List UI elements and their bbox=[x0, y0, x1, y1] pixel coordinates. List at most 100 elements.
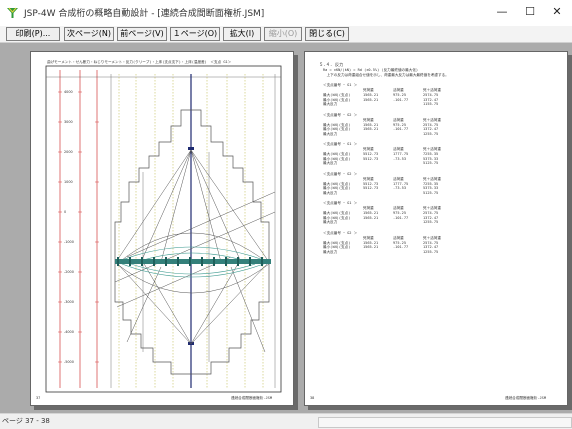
left-page-number: 37 bbox=[36, 396, 41, 400]
reaction-row: 最大(kN)(支点) 1565.21 975.25 2574.75 bbox=[323, 123, 523, 128]
column-header-cell: 活荷重 bbox=[393, 147, 404, 151]
reaction-value: -101.77 bbox=[393, 97, 409, 102]
reaction-value: 1565.21 bbox=[363, 122, 379, 127]
preview-toolbar: 印刷(P)... 次ページ(N) 前ページ(V) １ページ(O) 拡大(I) 縮… bbox=[0, 26, 572, 43]
reaction-row-label: 最大反力 bbox=[323, 102, 338, 106]
reaction-row-label: 最大(kN)(支点) bbox=[323, 181, 351, 186]
maximize-button[interactable]: ☐ bbox=[525, 5, 535, 18]
reaction-value: 1777.75 bbox=[393, 181, 409, 186]
reaction-row-label: 最大(kN)(支点) bbox=[323, 93, 351, 97]
reaction-row: 最大(kN)(支点) 1565.21 975.25 2574.75 bbox=[323, 241, 523, 246]
reaction-row-label: 最小(kN)(支点) bbox=[323, 215, 351, 220]
reaction-value: 1255.75 bbox=[423, 249, 439, 254]
reaction-value: -101.77 bbox=[393, 215, 409, 220]
reaction-row-label: 最大反力 bbox=[323, 190, 338, 195]
reaction-group-title: ＜支点番号 ｰ G2 ＞ bbox=[323, 171, 358, 176]
reaction-value: 1565.21 bbox=[363, 127, 379, 131]
reaction-value: 5375.33 bbox=[423, 156, 439, 161]
reaction-row-label: 最大(kN)(支点) bbox=[323, 152, 351, 156]
reaction-value: 5512.73 bbox=[363, 181, 379, 186]
reaction-group-title: ＜支点番号 ｰ G2 ＞ bbox=[323, 230, 358, 235]
column-header-cell: 活荷重 bbox=[393, 88, 404, 92]
reaction-value: 1155.75 bbox=[423, 102, 439, 106]
reaction-row-label: 最小(kN)(支点) bbox=[323, 245, 351, 249]
reaction-value: 975.25 bbox=[393, 122, 406, 127]
column-header-cell: 死＋活荷重 bbox=[423, 235, 441, 240]
intro-line-2: 上下の反力は荷重組合せ値を示し、荷重最大反力は最大最終値を考慮する。 bbox=[323, 73, 449, 77]
reaction-row: 最小(kN)(支点) 5512.73 -73.53 5375.33 bbox=[323, 157, 523, 162]
scale-label: -1000 bbox=[64, 240, 74, 244]
reaction-value: 1372.47 bbox=[423, 245, 439, 249]
close-preview-button[interactable]: 閉じる(C) bbox=[305, 27, 349, 41]
reaction-value: 2574.75 bbox=[423, 240, 439, 245]
scale-label: 3000 bbox=[64, 120, 73, 124]
reaction-row-label: 最大(kN)(支点) bbox=[323, 122, 351, 127]
reaction-row: 最大反力 1255.75 bbox=[323, 132, 523, 137]
prev-page-button[interactable]: 前ページ(V) bbox=[117, 27, 167, 41]
reaction-row: 最大反力 5125.75 bbox=[323, 191, 523, 196]
scale-label: -3000 bbox=[64, 300, 74, 304]
column-header-cell: 活荷重 bbox=[393, 176, 404, 181]
scale-label: -4000 bbox=[64, 330, 74, 334]
scale-label: 2000 bbox=[64, 150, 73, 154]
reaction-value: 5125.75 bbox=[423, 161, 439, 165]
next-page-button[interactable]: 次ページ(N) bbox=[64, 27, 114, 41]
reaction-row-label: 最大(kN)(支点) bbox=[323, 211, 351, 215]
reaction-value: -101.77 bbox=[393, 245, 409, 249]
reaction-row: 最大反力 1155.75 bbox=[323, 102, 523, 107]
status-field bbox=[318, 417, 572, 428]
reaction-row-label: 最小(kN)(支点) bbox=[323, 186, 351, 190]
scale-label: 0 bbox=[64, 210, 66, 214]
section-title: ５.４. 反力 bbox=[319, 62, 344, 67]
reaction-row: 最大(kN)(支点) 1565.21 975.25 2574.75 bbox=[323, 93, 523, 98]
left-page-footer: 連続合成間断面権析.JSM bbox=[231, 396, 272, 400]
window-title: JSP-4W 合成桁の概略自動設計 - [連続合成間断面権析.JSM] bbox=[24, 9, 265, 19]
column-header-cell: 死荷重 bbox=[363, 88, 374, 92]
reaction-value: 1372.47 bbox=[423, 127, 439, 131]
reaction-value: 1255.75 bbox=[423, 220, 439, 224]
zoom-in-button[interactable]: 拡大(I) bbox=[223, 27, 261, 41]
column-header-cell: 死＋活荷重 bbox=[423, 147, 441, 151]
reaction-row-label: 最大反力 bbox=[323, 249, 338, 254]
reaction-value: 5512.73 bbox=[363, 152, 379, 156]
column-header-cell: 死荷重 bbox=[363, 117, 374, 122]
reaction-row-label: 最大反力 bbox=[323, 161, 338, 165]
minimize-button[interactable]: — bbox=[496, 5, 508, 18]
intro-line-1: Ra = ±KN/(kN) = Rd (±0.5%) (反力最終値の最大化) bbox=[323, 68, 419, 72]
scale-label: -2000 bbox=[64, 270, 74, 274]
print-preview-area[interactable]: 曲げモーメント・せん断力・ねじりモーメント・反力(クリープ)・上床(支点沈下)・… bbox=[0, 43, 572, 413]
left-page: 曲げモーメント・せん断力・ねじりモーメント・反力(クリープ)・上床(支点沈下)・… bbox=[30, 51, 294, 406]
reaction-value: 7255.35 bbox=[423, 181, 439, 186]
reaction-row: 最大反力 1255.75 bbox=[323, 250, 523, 255]
print-button[interactable]: 印刷(P)... bbox=[6, 27, 60, 41]
reaction-value: 1372.47 bbox=[423, 215, 439, 220]
close-window-button[interactable]: ✕ bbox=[552, 5, 562, 18]
one-page-button[interactable]: １ページ(O) bbox=[170, 27, 220, 41]
column-header-cell: 死＋活荷重 bbox=[423, 117, 441, 122]
section-force-diagram: 4000 3000 2000 1000 0 -1000 -2000 -3000 -4000 -50… bbox=[45, 65, 282, 393]
reaction-group-title: ＜支点番号 ｰ G1 ＞ bbox=[323, 83, 358, 87]
reaction-value: 7255.35 bbox=[423, 152, 439, 156]
reaction-row-label: 最大反力 bbox=[323, 220, 338, 224]
status-bar: ページ 37 - 38 bbox=[0, 413, 572, 429]
reaction-row: 最大(kN)(支点) 1565.21 975.25 2574.75 bbox=[323, 211, 523, 216]
right-page: ５.４. 反力 Ra = ±KN/(kN) = Rd (±0.5%) (反力最終… bbox=[304, 51, 568, 406]
zoom-out-button[interactable]: 縮小(O) bbox=[264, 27, 302, 41]
reaction-value: 5125.75 bbox=[423, 190, 439, 195]
reaction-row: 最大(kN)(支点) 5512.73 1777.75 7255.35 bbox=[323, 182, 523, 187]
reaction-value: 5512.73 bbox=[363, 186, 379, 190]
column-header-cell: 死＋活荷重 bbox=[423, 176, 441, 181]
reaction-value: 1565.21 bbox=[363, 97, 379, 102]
reaction-row-label: 最大反力 bbox=[323, 131, 338, 136]
column-header-cell: 活荷重 bbox=[393, 117, 404, 122]
reaction-value: 5375.33 bbox=[423, 186, 439, 190]
reaction-row-label: 最小(kN)(支点) bbox=[323, 156, 351, 161]
reaction-value: 1565.21 bbox=[363, 211, 379, 215]
reaction-value: 1372.47 bbox=[423, 97, 439, 102]
column-header-cell: 活荷重 bbox=[393, 235, 404, 240]
reaction-value: 975.25 bbox=[393, 211, 406, 215]
status-page-indicator: ページ 37 - 38 bbox=[2, 417, 50, 425]
reaction-value: 2574.75 bbox=[423, 93, 439, 97]
reaction-value: 1255.75 bbox=[423, 131, 439, 136]
reaction-value: 2574.75 bbox=[423, 211, 439, 215]
